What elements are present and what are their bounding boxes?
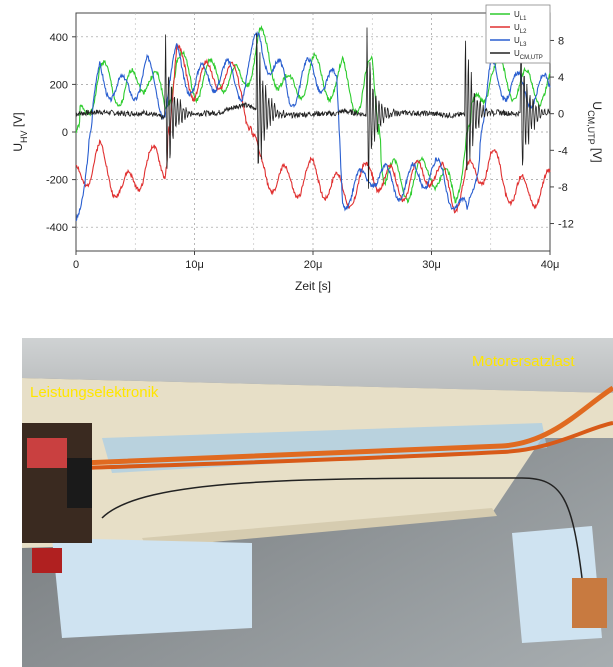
x-tick-label: 10μ — [185, 259, 204, 271]
y-axis-label-left: UHV [V] — [11, 112, 29, 151]
y-axis-label-right: UCM,UTP [V] — [586, 101, 604, 162]
blue-foam-block-left — [52, 538, 252, 638]
x-axis-label: Zeit [s] — [295, 279, 331, 293]
y-tick-label-left: 200 — [50, 79, 68, 91]
series-line-u-l3 — [75, 30, 551, 222]
label-motorersatzlast: Motorersatzlast — [472, 353, 575, 370]
y-tick-label-right: 0 — [558, 109, 564, 121]
orange-cable-1 — [81, 385, 613, 466]
y-tick-label-left: -400 — [46, 222, 68, 234]
y-tick-label-left: 0 — [62, 127, 68, 139]
utp-cable — [101, 477, 583, 579]
legend-entry: UL2 — [514, 23, 527, 35]
lab-setup-illustration — [22, 338, 613, 667]
legend-entry: UCM,UTP — [514, 49, 543, 61]
y-tick-label-right: 4 — [558, 72, 564, 84]
series-line-u-l2 — [75, 43, 551, 214]
y-tick-label-right: -8 — [558, 182, 568, 194]
voltage-chart: 0 10μ 20μ 30μ 40μ 400 200 0 -200 -400 8 4 0 -4 -8 -12 U… — [0, 0, 613, 305]
legend-entry: UL1 — [514, 10, 527, 22]
y-tick-label-left: 400 — [50, 32, 68, 44]
orange-cable-2 — [81, 421, 613, 470]
x-tick-label: 40μ — [541, 259, 560, 271]
x-tick-label: 30μ — [422, 259, 441, 271]
y-tick-label-left: -200 — [46, 175, 68, 187]
chart-svg: 0 10μ 20μ 30μ 40μ 400 200 0 -200 -400 8 4 0 -4 -8 -12 U… — [11, 4, 604, 293]
motor-load-terminal — [572, 578, 607, 628]
x-tick-label: 0 — [73, 259, 79, 271]
series-line-u-cm-utp — [75, 27, 551, 189]
y-tick-label-right: -12 — [558, 219, 574, 231]
y-tick-label-right: -4 — [558, 145, 568, 157]
label-leistungselektronik: Leistungselektronik — [30, 384, 159, 401]
legend-entry: UL3 — [514, 36, 527, 48]
x-tick-label: 20μ — [304, 259, 323, 271]
cream-foam-board — [22, 378, 613, 548]
lab-setup-photo: Leistungselektronik Motorersatzlast — [22, 338, 613, 667]
y-tick-label-right: 8 — [558, 35, 564, 47]
